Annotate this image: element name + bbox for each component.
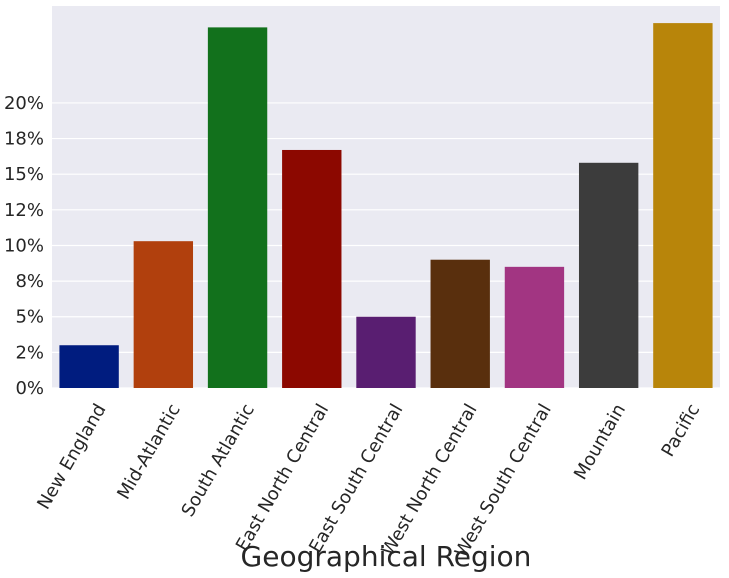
- y-tick-label: 0%: [15, 378, 44, 399]
- bar: [578, 162, 639, 388]
- bar: [653, 23, 713, 388]
- bar: [282, 149, 342, 388]
- y-tick-label: 20%: [4, 93, 44, 114]
- bar: [356, 316, 416, 388]
- x-tick-label: Pacific: [658, 400, 705, 460]
- y-tick-label: 12%: [4, 200, 44, 221]
- x-tick-label: South Atlantic: [178, 400, 259, 520]
- y-axis: 0% 2% 5% 8% 10% 12% 15% 18% 20%: [4, 93, 44, 399]
- bar: [207, 27, 268, 389]
- y-tick-label: 15%: [4, 164, 44, 185]
- y-tick-label: 10%: [4, 235, 44, 256]
- bar: [430, 259, 490, 388]
- x-tick-label: Mountain: [570, 400, 630, 483]
- bars: [59, 23, 713, 389]
- x-tick-label: Mid-Atlantic: [113, 400, 184, 503]
- y-tick-label: 18%: [4, 129, 44, 150]
- x-axis-title: Geographical Region: [241, 540, 532, 573]
- x-tick-label: New England: [33, 400, 110, 513]
- y-tick-label: 5%: [15, 307, 44, 328]
- bar: [133, 241, 194, 388]
- bar: [504, 266, 565, 388]
- y-tick-label: 2%: [15, 342, 44, 363]
- bar: [59, 345, 119, 388]
- y-tick-label: 8%: [15, 271, 44, 292]
